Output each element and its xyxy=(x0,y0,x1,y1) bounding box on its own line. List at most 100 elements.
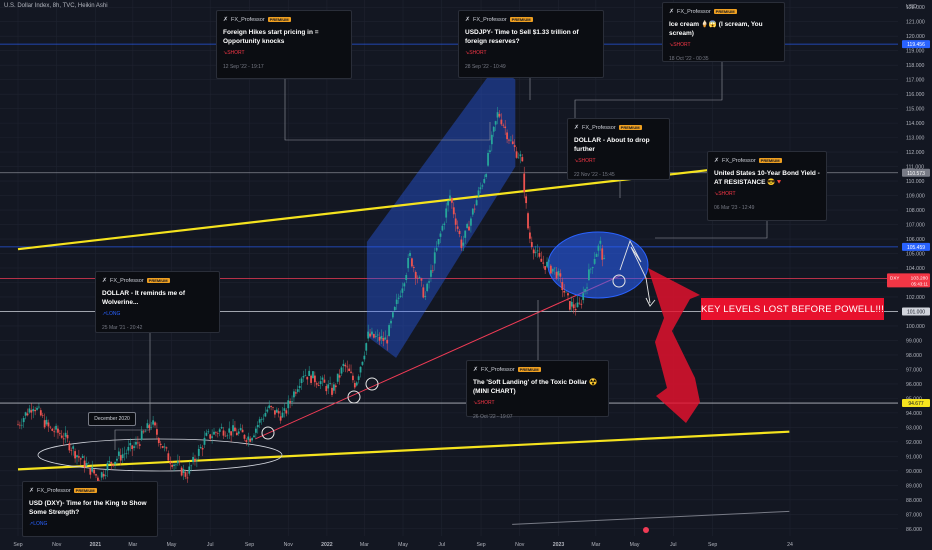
idea-card-foreign-hikes[interactable]: ✗ FX_Professor PREMIUM Foreign Hikes start… xyxy=(216,10,352,79)
candle-body xyxy=(144,431,147,433)
candle-body xyxy=(262,418,265,420)
candle-body xyxy=(519,154,522,157)
short-arrow-icon: ↘ xyxy=(714,191,719,197)
idea-date: 26 Oct '22 - 19:07 xyxy=(473,414,513,420)
y-tick-label: 96.000 xyxy=(906,382,922,388)
level-tag-label: 94.677 xyxy=(908,401,924,407)
idea-card-ice-cream[interactable]: ✗ FX_Professor PREMIUM Ice cream 🍦😱 (I scr… xyxy=(662,2,785,62)
connector-line xyxy=(284,79,491,141)
candle-body xyxy=(437,239,440,245)
candle-body xyxy=(234,427,236,432)
candle-body xyxy=(138,444,141,446)
candle-body xyxy=(220,427,223,429)
candle-body xyxy=(222,430,225,436)
candle-body xyxy=(456,226,459,229)
candle-body xyxy=(350,371,352,373)
candle-body xyxy=(403,283,406,287)
idea-card-king-strength[interactable]: ✗ FX_Professor PREMIUM USD (DXY)- Time for… xyxy=(22,481,158,537)
x-tick-label: May xyxy=(630,542,640,548)
candle-body xyxy=(525,196,528,204)
y-tick-label: 120.000 xyxy=(906,34,925,40)
candle-body xyxy=(186,477,189,479)
x-tick-label: Mar xyxy=(128,542,137,548)
idea-side: LONG xyxy=(33,521,48,527)
idea-side: SHORT xyxy=(227,50,245,56)
idea-title: The 'Soft Landing' of the Toxic Dollar ☢… xyxy=(473,379,598,395)
candle-body xyxy=(431,270,434,272)
candle-body xyxy=(243,434,246,439)
candle-body xyxy=(580,303,583,305)
candle-body xyxy=(148,425,151,429)
candle-body xyxy=(245,440,248,442)
price-tag-symbol: DXY xyxy=(890,275,899,280)
candle-body xyxy=(397,297,400,299)
candle-body xyxy=(289,401,292,403)
x-tick-label: Sep xyxy=(245,542,254,548)
price-axis[interactable]: 86.000 87.000 88.000 89.000 90.000 91.000 92.0… xyxy=(887,0,932,550)
level-tag xyxy=(902,399,930,408)
candle-body xyxy=(152,420,155,425)
candle-body xyxy=(117,451,120,456)
x-tick-label: 2021 xyxy=(90,542,102,548)
candle-body xyxy=(100,472,103,478)
candle-body xyxy=(175,464,177,466)
candle-body xyxy=(483,179,486,183)
x-tick-label: Sep xyxy=(476,542,485,548)
y-tick-label: 100.000 xyxy=(906,324,925,330)
idea-card-wolverine[interactable]: ✗ FX_Professor PREMIUM DOLLAR - It reminds… xyxy=(95,271,220,333)
candle-body xyxy=(66,435,69,439)
idea-card-bond-yield[interactable]: ✗ FX_Professor PREMIUM United States 10-Ye… xyxy=(707,151,827,221)
candle-body xyxy=(247,436,250,440)
candle-body xyxy=(306,376,309,380)
candle-body xyxy=(487,153,489,166)
candle-body xyxy=(20,424,23,426)
candle-body xyxy=(116,458,118,461)
candle-body xyxy=(557,270,560,276)
candle-body xyxy=(544,266,547,270)
candle-body xyxy=(203,437,206,445)
level-tag xyxy=(902,307,930,316)
candle-body xyxy=(481,185,484,187)
x-tick-label: 2022 xyxy=(321,542,333,548)
candle-body xyxy=(546,261,548,267)
candle-body xyxy=(178,461,181,463)
y-tick-label: 91.000 xyxy=(906,454,922,460)
candle-body xyxy=(41,415,44,416)
premium-badge: PREMIUM xyxy=(146,278,170,283)
y-tick-label: 113.000 xyxy=(906,136,924,142)
candle-body xyxy=(439,233,442,237)
idea-card-dollar-drop[interactable]: ✗ FX_Professor PREMIUM DOLLAR - About to d… xyxy=(567,118,670,180)
idea-card-soft-landing[interactable]: ✗ FX_Professor PREMIUM The 'Soft Landing' … xyxy=(466,360,609,420)
candle-body xyxy=(416,278,419,279)
ascending-channel xyxy=(366,65,516,358)
touch-circle xyxy=(347,390,361,404)
connector-line xyxy=(114,333,151,450)
short-arrow-icon: ↘ xyxy=(465,50,470,56)
big-red-arrow xyxy=(648,268,700,423)
idea-author: FX_Professor xyxy=(231,16,265,23)
candle-body xyxy=(283,408,286,411)
candle-body xyxy=(597,245,600,251)
y-tick-label: 86.000 xyxy=(906,527,922,533)
chart-overlay xyxy=(619,239,700,533)
candle-body xyxy=(567,293,569,296)
candle-body xyxy=(272,407,274,408)
candle-body xyxy=(390,320,392,324)
candle-body xyxy=(553,267,556,269)
candle-body xyxy=(534,251,537,253)
candle-body xyxy=(460,239,463,248)
candle-body xyxy=(51,428,54,431)
candle-body xyxy=(291,401,293,402)
candle-body xyxy=(450,198,453,203)
candle-body xyxy=(218,429,221,432)
candle-body xyxy=(428,281,430,283)
idea-card-usdjpy[interactable]: ✗ FX_Professor PREMIUM USDJPY- Time to Sel… xyxy=(458,10,604,78)
idea-author: FX_Professor xyxy=(582,124,616,131)
candle-body xyxy=(601,248,604,260)
candle-body xyxy=(599,240,602,244)
candle-body xyxy=(72,446,75,449)
candle-body xyxy=(574,309,577,311)
candle-body xyxy=(22,418,25,423)
x-tick-label: Mar xyxy=(591,542,600,548)
time-axis[interactable]: Sep Nov 2021 Mar May Jul Sep Nov 2022 Mar May Jul Se… xyxy=(0,538,932,550)
